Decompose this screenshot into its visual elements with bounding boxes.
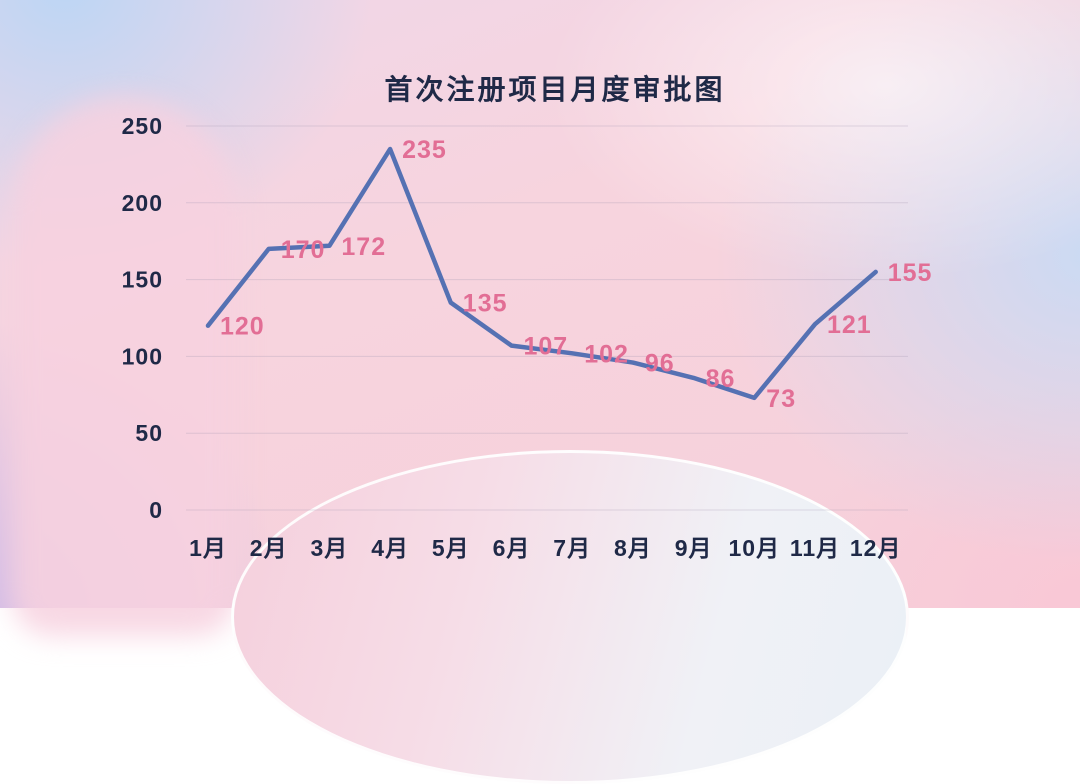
x-axis-tick-label: 9月 xyxy=(675,535,713,561)
y-axis-tick-label: 100 xyxy=(122,343,163,369)
data-point-label: 120 xyxy=(220,313,265,341)
pink-dome-decoration xyxy=(12,96,236,636)
data-point-label: 235 xyxy=(402,136,447,164)
chart-title: 首次注册项目月度审批图 xyxy=(384,74,726,105)
data-point-label: 121 xyxy=(827,311,872,339)
x-axis-tick-label: 8月 xyxy=(614,535,652,561)
data-point-label: 96 xyxy=(645,350,675,378)
x-axis-tick-label: 7月 xyxy=(553,535,591,561)
data-point-label: 135 xyxy=(463,290,508,318)
data-point-label: 172 xyxy=(341,233,386,261)
data-point-label: 102 xyxy=(584,340,629,368)
data-point-label: 107 xyxy=(524,333,569,361)
y-axis-tick-label: 0 xyxy=(149,497,163,523)
line-series xyxy=(205,146,878,401)
x-axis-tick-label: 1月 xyxy=(189,535,227,561)
line-chart: 0 50 100 150 200 250 1月 2月 3月 4月 5月 6月 7月 8月 9月 10月 11月 1… xyxy=(122,113,933,561)
data-point-label: 86 xyxy=(706,365,736,393)
y-axis-tick-label: 150 xyxy=(122,267,163,293)
y-axis-tick-label: 250 xyxy=(122,113,163,139)
y-axis-tick-label: 50 xyxy=(135,420,163,446)
x-axis-tick-label: 5月 xyxy=(432,535,470,561)
data-point-label: 73 xyxy=(766,385,796,413)
x-axis-tick-label: 3月 xyxy=(311,535,349,561)
x-axis-tick-label: 10月 xyxy=(729,535,781,561)
x-axis-tick-label: 4月 xyxy=(371,535,409,561)
data-point-label: 155 xyxy=(888,259,933,287)
x-axis-tick-label: 11月 xyxy=(790,535,840,561)
x-axis-tick-label: 6月 xyxy=(493,535,531,561)
y-axis-tick-label: 200 xyxy=(122,190,163,216)
x-axis-tick-label: 12月 xyxy=(850,535,902,561)
x-axis-tick-label: 2月 xyxy=(250,535,288,561)
data-point-label: 170 xyxy=(281,236,326,264)
